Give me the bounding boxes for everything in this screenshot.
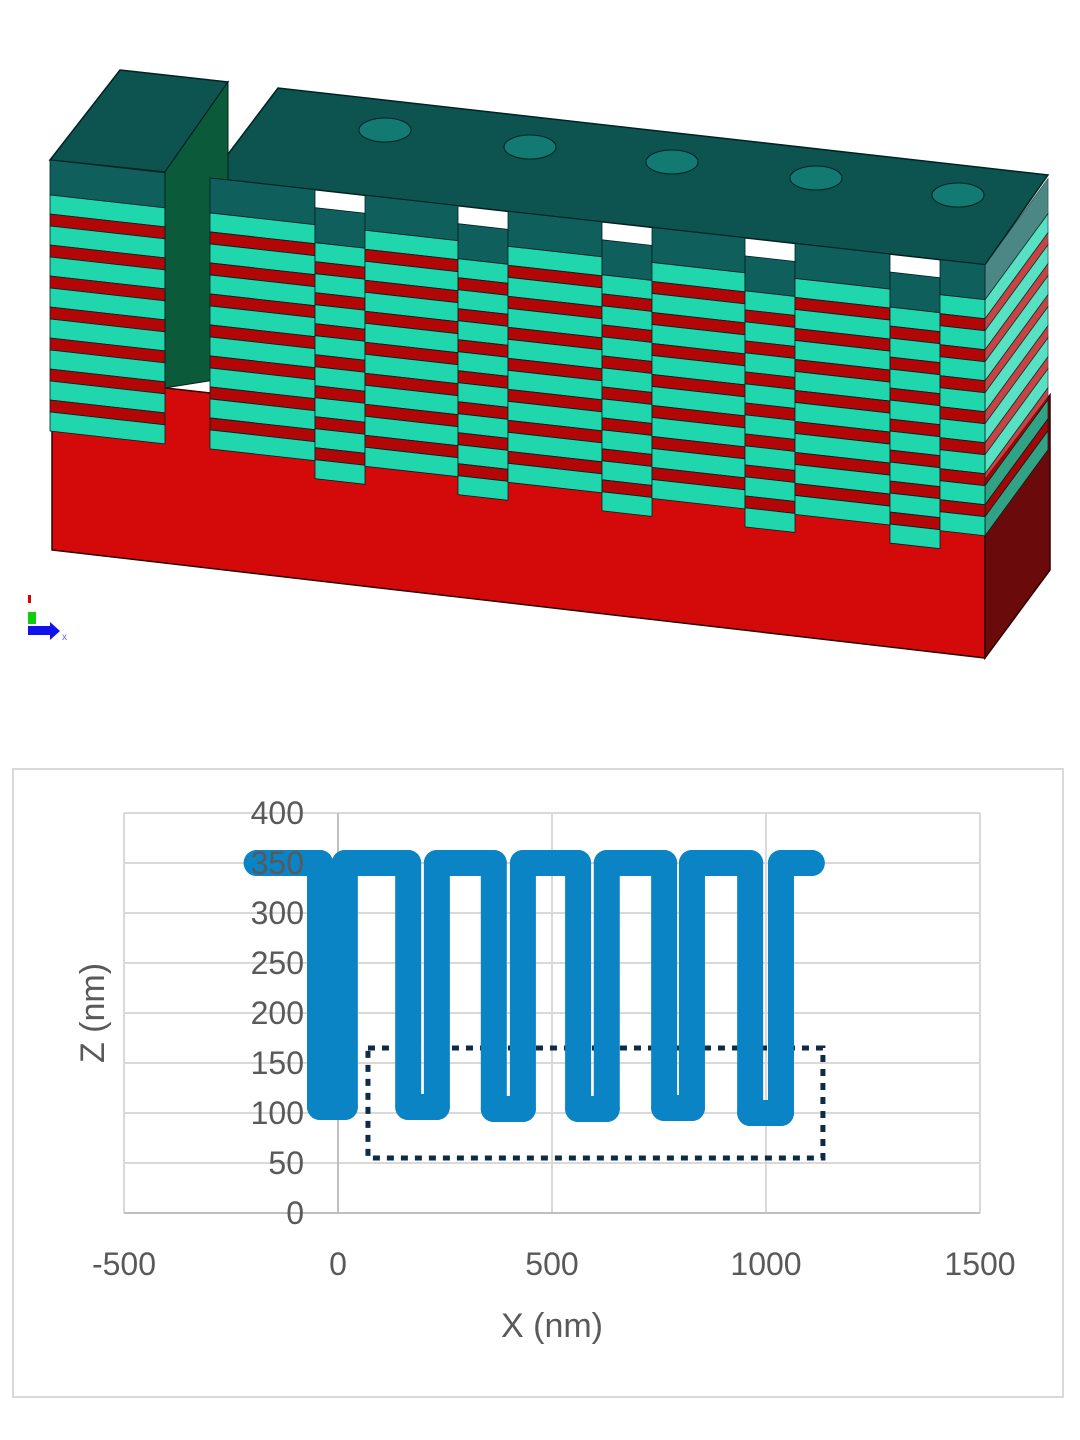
main-block-front-segment xyxy=(651,226,746,510)
data-point xyxy=(423,850,450,876)
data-point xyxy=(593,1096,620,1122)
data-point xyxy=(798,850,825,876)
data-point xyxy=(307,850,334,876)
data-point xyxy=(678,1095,705,1121)
main-block-side xyxy=(984,177,1049,537)
data-point xyxy=(565,1096,592,1122)
y-tick-label: 250 xyxy=(251,945,304,981)
data-point xyxy=(243,850,270,876)
x-axis-title: X (nm) xyxy=(501,1307,603,1345)
data-point xyxy=(737,850,764,876)
main-block-front-segment xyxy=(939,259,986,537)
main-block-front-segment xyxy=(794,242,891,526)
data-point xyxy=(651,1095,678,1121)
top-hole xyxy=(931,182,985,208)
data-point xyxy=(480,1096,507,1122)
y-tick-label: 50 xyxy=(268,1145,304,1181)
data-point xyxy=(767,850,794,876)
data-point xyxy=(678,850,705,876)
top-hole xyxy=(358,117,412,143)
front-layer xyxy=(889,523,941,550)
data-point xyxy=(331,1094,358,1120)
data-point xyxy=(565,850,592,876)
x-tick-label: -500 xyxy=(92,1246,156,1282)
main-block-front-segment xyxy=(364,194,459,478)
y-tick-label: 150 xyxy=(251,1045,304,1081)
front-layer xyxy=(939,511,986,537)
x-tick-label: 1500 xyxy=(944,1246,1015,1282)
x-axis-label: x xyxy=(62,632,67,643)
y-tick-label: 400 xyxy=(251,795,304,831)
main-block-front-segment xyxy=(507,210,603,494)
data-point xyxy=(423,1094,450,1120)
front-layer xyxy=(49,411,166,445)
y-tick-label: 350 xyxy=(251,845,304,881)
data-point xyxy=(395,1094,422,1120)
top-hole xyxy=(503,134,557,160)
trench-front xyxy=(744,255,796,533)
data-point xyxy=(307,1094,334,1120)
front-layer xyxy=(314,459,366,485)
data-series-line xyxy=(243,850,825,1126)
top-hole xyxy=(645,149,699,175)
trench-front xyxy=(314,207,366,485)
x-tick-label: 0 xyxy=(329,1246,347,1282)
data-point xyxy=(593,850,620,876)
x-axis-arrow xyxy=(28,622,60,640)
data-point xyxy=(480,850,507,876)
data-point xyxy=(509,1096,536,1122)
top-hole xyxy=(789,165,843,191)
data-point xyxy=(331,850,358,876)
3d-structure-render: x xyxy=(28,69,1051,661)
y-axis-arrow xyxy=(28,612,36,624)
trench-front xyxy=(889,271,941,550)
front-layer xyxy=(457,475,509,501)
front-layer xyxy=(744,507,796,533)
front-layer xyxy=(601,491,653,517)
chart-frame xyxy=(12,768,1064,1398)
data-point xyxy=(395,850,422,876)
y-tick-label: 300 xyxy=(251,895,304,931)
z-axis-arrow xyxy=(28,595,31,603)
axis-triad-icon: x xyxy=(28,595,67,643)
data-point xyxy=(651,850,678,876)
y-axis-title: Z (nm) xyxy=(74,963,112,1063)
y-tick-label: 0 xyxy=(286,1195,304,1231)
data-point xyxy=(737,1100,764,1126)
left-pillar-front xyxy=(49,159,166,445)
data-point xyxy=(767,1100,794,1126)
x-tick-label: 1000 xyxy=(730,1246,801,1282)
x-tick-label: 500 xyxy=(525,1246,578,1282)
data-point xyxy=(509,850,536,876)
y-tick-label: 100 xyxy=(251,1095,304,1131)
y-tick-label: 200 xyxy=(251,995,304,1031)
main-block-front-segment xyxy=(209,177,316,462)
